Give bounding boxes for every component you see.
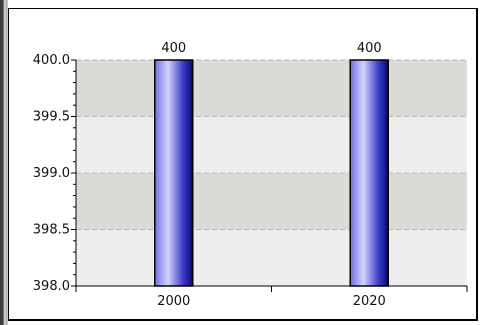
grid-band [76, 60, 467, 117]
y-axis [71, 59, 77, 287]
bar [349, 59, 389, 287]
data-label: 400 [161, 41, 186, 56]
x-tick-labels: 2000 2020 [157, 294, 386, 309]
x-tick-label: 2020 [353, 294, 386, 309]
bars [154, 59, 389, 287]
window-edge [0, 0, 8, 325]
plot-area [76, 60, 467, 286]
bar [154, 59, 194, 287]
y-tick-label: 398.0 [33, 279, 70, 294]
y-tick-labels: 400.0 399.5 399.0 398.5 398.0 [33, 53, 70, 294]
chart-border [8, 8, 478, 321]
y-tick-label: 400.0 [33, 53, 70, 68]
data-label: 400 [357, 41, 382, 56]
y-tick-label: 398.5 [33, 223, 70, 238]
y-tick-label: 399.5 [33, 110, 70, 125]
x-tick-label: 2000 [157, 294, 190, 309]
x-axis [75, 285, 468, 292]
data-labels: 400 400 [161, 41, 381, 56]
grid-band [76, 116, 467, 173]
y-tick-label: 399.0 [33, 166, 70, 181]
grid-band [76, 173, 467, 230]
grid-band [76, 229, 467, 286]
